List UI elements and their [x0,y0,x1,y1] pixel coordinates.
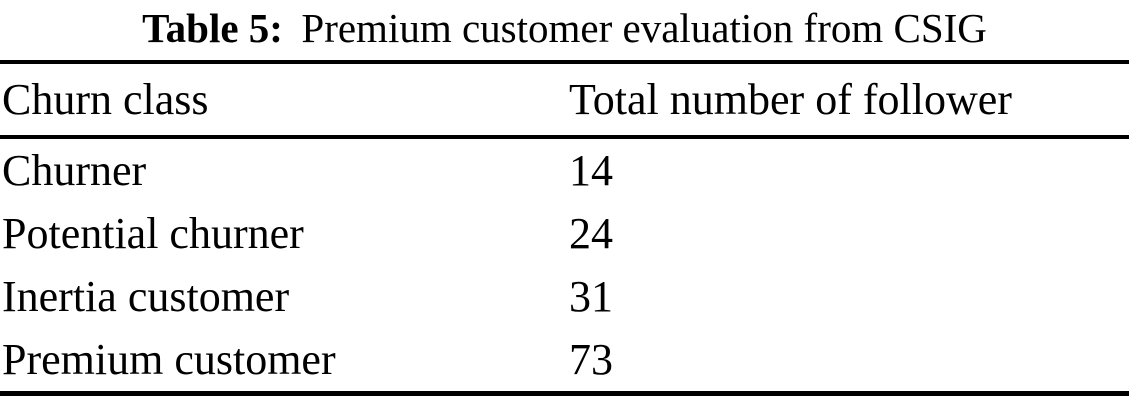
table-row: Inertia customer 31 [0,265,1129,328]
table-header-row: Churn class Total number of follower [0,62,1129,139]
cell-churn-class: Potential churner [2,209,304,258]
table-row: Premium customer 73 [0,328,1129,394]
table-caption-text: Premium customer evaluation from CSIG [301,5,987,51]
churn-table: Churn class Total number of follower Chu… [0,60,1129,396]
column-header-churn-class: Churn class [0,62,567,139]
table-caption: Table 5: Premium customer evaluation fro… [0,0,1129,60]
cell-churn-class: Churner [2,146,147,195]
table-row: Potential churner 24 [0,202,1129,265]
column-header-total-followers: Total number of follower [567,62,1129,139]
cell-churn-class: Inertia customer [2,272,290,321]
cell-follower-count: 24 [569,209,613,258]
table-row: Churner 14 [0,137,1129,202]
table-caption-label: Table 5: [142,5,283,51]
cell-follower-count: 31 [569,272,613,321]
cell-churn-class: Premium customer [2,335,336,384]
cell-follower-count: 73 [569,335,613,384]
cell-follower-count: 14 [569,146,613,195]
